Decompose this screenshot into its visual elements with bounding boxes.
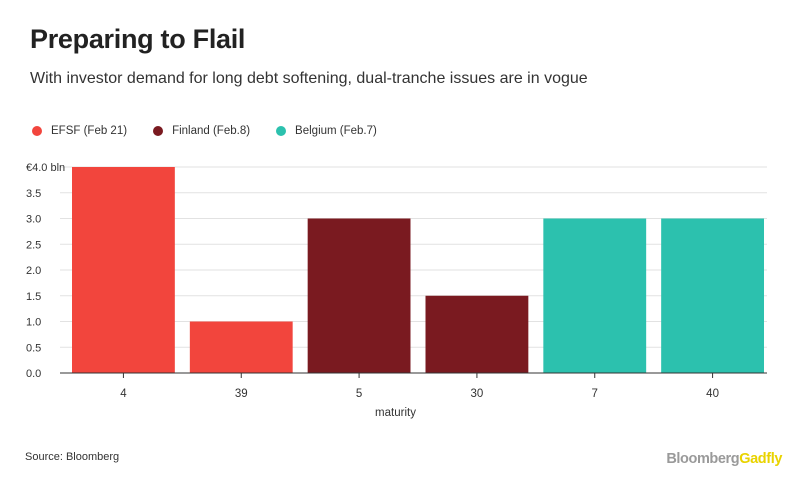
y-tick-label: 1.5	[26, 291, 41, 303]
legend-label: EFSF (Feb 21)	[51, 125, 128, 137]
y-tick-label: 2.5	[26, 239, 41, 251]
bar-5	[661, 218, 764, 373]
y-tick-label: 1.0	[26, 317, 41, 329]
bar-chart: 0.0 0.5 1.0 1.5 2.0 2.5 3.0 3.5 €4.0 bln 4 39 5 30 7 4…	[26, 162, 767, 419]
x-tick-label: 7	[592, 388, 598, 400]
legend: EFSF (Feb 21) Finland (Feb.8) Belgium (F…	[32, 125, 403, 137]
x-tick-label: 40	[706, 388, 719, 400]
legend-swatch	[32, 126, 42, 136]
legend-label: Belgium (Feb.7)	[295, 125, 377, 137]
source-note: Source: Bloomberg	[25, 451, 120, 463]
y-tick-label: 0.0	[26, 368, 41, 380]
chart-subtitle: With investor demand for long debt softe…	[30, 70, 588, 87]
chart-title: Preparing to Flail	[30, 24, 246, 54]
bar-0	[72, 167, 175, 373]
y-tick-label: 3.5	[26, 188, 41, 200]
y-tick-label: 0.5	[26, 342, 41, 354]
legend-label: Finland (Feb.8)	[172, 125, 251, 137]
legend-item-finland: Finland (Feb.8)	[153, 125, 250, 137]
y-tick-label: 2.0	[26, 265, 41, 277]
x-tick-label: 30	[471, 388, 484, 400]
y-tick-label: 3.0	[26, 214, 41, 226]
bar-4	[543, 218, 647, 373]
x-tick-label: 4	[120, 388, 127, 400]
legend-item-efsf: EFSF (Feb 21)	[32, 125, 127, 137]
bar-2	[307, 218, 411, 373]
x-tick-label: 5	[356, 388, 362, 400]
x-axis-label: maturity	[375, 407, 416, 419]
y-tick-label: €4.0 bln	[26, 162, 65, 174]
legend-swatch	[153, 126, 164, 136]
legend-item-belgium: Belgium (Feb.7)	[276, 125, 377, 137]
brand-logo: BloombergGadfly	[666, 451, 782, 467]
bar-3	[425, 295, 529, 373]
legend-swatch	[276, 126, 287, 136]
bar-1	[189, 321, 293, 373]
x-tick-label: 39	[235, 388, 248, 400]
